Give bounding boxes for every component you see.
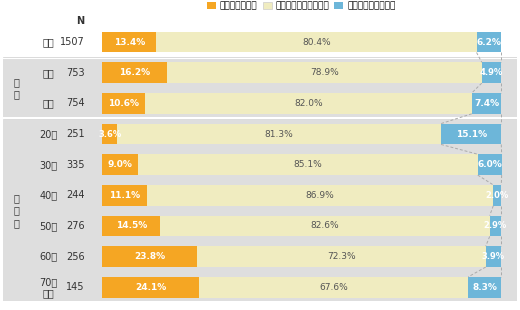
Bar xyxy=(482,62,501,83)
Bar xyxy=(486,246,501,267)
Bar xyxy=(160,215,490,237)
Bar xyxy=(102,154,138,175)
Text: 72.3%: 72.3% xyxy=(327,252,356,261)
Bar xyxy=(167,62,482,83)
Text: 82.0%: 82.0% xyxy=(294,99,322,108)
Bar xyxy=(102,62,167,83)
Text: 60代: 60代 xyxy=(40,252,58,262)
Text: 6.2%: 6.2% xyxy=(476,38,501,46)
Bar xyxy=(472,93,501,114)
Text: 2.9%: 2.9% xyxy=(484,221,507,231)
Bar xyxy=(102,185,147,206)
Text: 4.9%: 4.9% xyxy=(480,68,503,77)
Text: 全体: 全体 xyxy=(43,37,55,47)
Text: 30代: 30代 xyxy=(40,160,58,170)
Text: 15.1%: 15.1% xyxy=(456,130,487,139)
Text: 性
別: 性 別 xyxy=(14,77,20,99)
Text: 7.4%: 7.4% xyxy=(474,99,499,108)
Text: 80.4%: 80.4% xyxy=(302,38,331,46)
Text: 3.9%: 3.9% xyxy=(482,252,505,261)
Legend: よく知っている, 言葉だけは知っている, 言葉も知らなかった: よく知っている, 言葉だけは知っている, 言葉も知らなかった xyxy=(203,0,399,14)
Text: 13.4%: 13.4% xyxy=(113,38,145,46)
Text: 335: 335 xyxy=(66,160,85,170)
Text: 男性: 男性 xyxy=(43,68,55,78)
Text: 145: 145 xyxy=(66,282,85,292)
Text: 256: 256 xyxy=(66,252,85,262)
Bar xyxy=(441,124,501,144)
Bar xyxy=(156,32,476,52)
Text: 753: 753 xyxy=(66,68,85,78)
Bar xyxy=(102,93,145,114)
Text: 24.1%: 24.1% xyxy=(135,283,166,292)
Text: 3.6%: 3.6% xyxy=(98,130,121,139)
Bar xyxy=(3,120,517,301)
Bar xyxy=(493,185,501,206)
Text: 67.6%: 67.6% xyxy=(319,283,348,292)
Text: 1507: 1507 xyxy=(60,37,85,47)
Bar xyxy=(138,154,478,175)
Text: 251: 251 xyxy=(66,129,85,139)
Text: 女性: 女性 xyxy=(43,98,55,108)
Bar xyxy=(145,93,472,114)
Bar xyxy=(102,32,156,52)
Text: 81.3%: 81.3% xyxy=(265,130,293,139)
Text: 11.1%: 11.1% xyxy=(109,191,140,200)
Text: 6.0%: 6.0% xyxy=(477,160,502,169)
Bar xyxy=(3,59,517,117)
Text: 16.2%: 16.2% xyxy=(119,68,150,77)
Text: 78.9%: 78.9% xyxy=(310,68,339,77)
Text: 82.6%: 82.6% xyxy=(310,221,340,231)
Bar xyxy=(476,32,501,52)
Bar xyxy=(102,124,117,144)
Bar xyxy=(199,277,468,298)
Bar xyxy=(117,124,441,144)
Bar xyxy=(478,154,502,175)
Text: 86.9%: 86.9% xyxy=(306,191,334,200)
Text: N: N xyxy=(76,16,85,26)
Bar xyxy=(198,246,486,267)
Bar xyxy=(468,277,501,298)
Text: 10.6%: 10.6% xyxy=(108,99,139,108)
Text: 244: 244 xyxy=(66,190,85,200)
Text: 9.0%: 9.0% xyxy=(108,160,133,169)
Bar xyxy=(490,215,501,237)
Text: 40代: 40代 xyxy=(40,190,58,200)
Bar xyxy=(147,185,493,206)
Text: 20代: 20代 xyxy=(40,129,58,139)
Text: 23.8%: 23.8% xyxy=(134,252,165,261)
Text: 754: 754 xyxy=(66,98,85,108)
Text: 2.0%: 2.0% xyxy=(486,191,509,200)
Bar xyxy=(102,246,198,267)
Text: 276: 276 xyxy=(66,221,85,231)
Text: 8.3%: 8.3% xyxy=(472,283,497,292)
Bar xyxy=(102,215,160,237)
Text: 年
代
別: 年 代 別 xyxy=(14,193,20,228)
Text: 85.1%: 85.1% xyxy=(294,160,322,169)
Text: 14.5%: 14.5% xyxy=(116,221,147,231)
Text: 70歳
以上: 70歳 以上 xyxy=(40,277,58,298)
Bar xyxy=(102,277,199,298)
Text: 50代: 50代 xyxy=(40,221,58,231)
